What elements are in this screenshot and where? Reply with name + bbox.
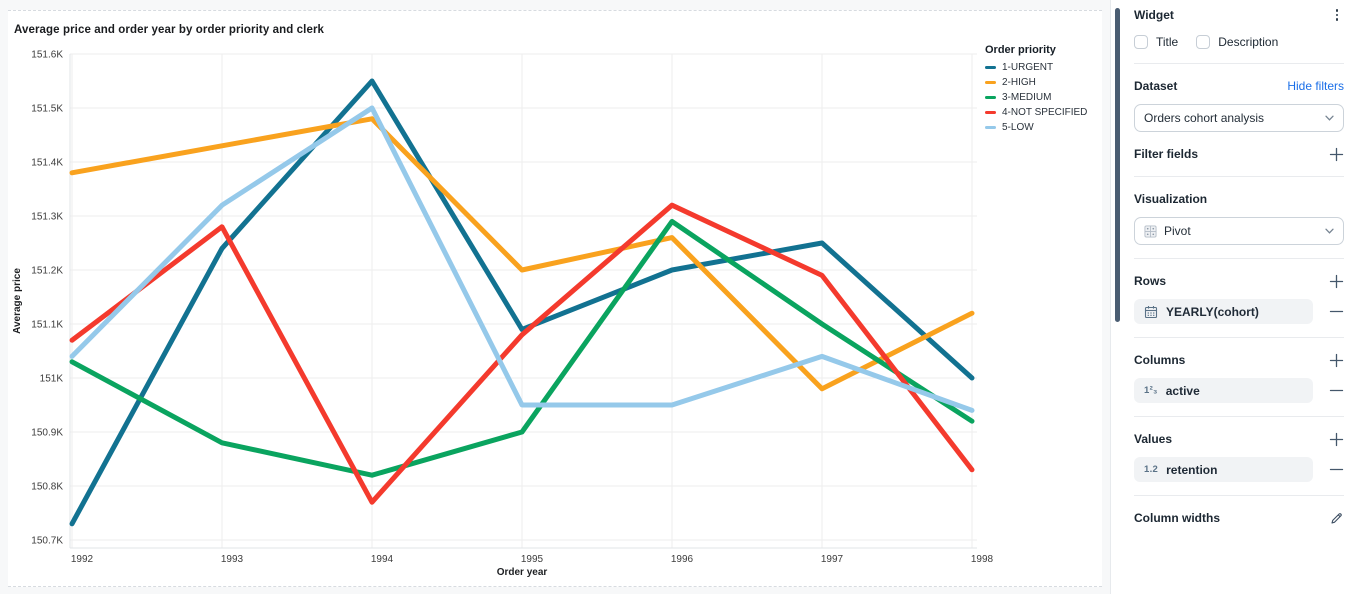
x-axis-label: Order year xyxy=(497,567,548,578)
y-tick-label: 150.9K xyxy=(31,428,63,439)
remove-value-button[interactable] xyxy=(1328,462,1344,478)
pivot-icon xyxy=(1144,224,1157,238)
series-line-5-low[interactable] xyxy=(69,105,975,413)
number-icon: 1²₃ xyxy=(1144,385,1158,396)
x-tick-label: 1997 xyxy=(821,554,844,565)
y-tick-label: 151.4K xyxy=(31,158,63,169)
divider xyxy=(1134,337,1344,338)
add-filter-field-button[interactable] xyxy=(1328,146,1344,162)
y-tick-label: 151.1K xyxy=(31,320,63,331)
widget-settings-sidebar: Widget Title Description Dataset Hide fi… xyxy=(1110,0,1358,594)
columns-field-label: active xyxy=(1165,383,1200,398)
legend-swatch-icon xyxy=(985,66,996,69)
legend-swatch-icon xyxy=(985,126,996,129)
visualization-select-value: Pivot xyxy=(1164,224,1191,238)
x-tick-label: 1993 xyxy=(221,554,244,565)
legend-item-label: 3-MEDIUM xyxy=(1002,92,1052,103)
legend-item-label: 1-URGENT xyxy=(1002,62,1054,73)
values-field-pill[interactable]: 1.2 retention xyxy=(1134,457,1313,482)
calendar-icon xyxy=(1144,305,1158,319)
y-tick-label: 151.6K xyxy=(31,50,63,61)
y-axis-label: Average price xyxy=(12,268,23,334)
chart-widget-card: Average price and order year by order pr… xyxy=(8,10,1102,587)
values-section-title: Values xyxy=(1134,432,1173,446)
pencil-icon[interactable] xyxy=(1328,510,1344,526)
title-checkbox[interactable]: Title xyxy=(1134,34,1179,49)
remove-column-button[interactable] xyxy=(1328,383,1344,399)
series-line-1-urgent[interactable] xyxy=(69,78,975,527)
sidebar-scrollbar[interactable] xyxy=(1115,8,1120,322)
y-tick-label: 151.5K xyxy=(31,104,63,115)
x-tick-label: 1992 xyxy=(71,554,94,565)
divider xyxy=(1134,63,1344,64)
y-tick-label: 150.7K xyxy=(31,536,63,547)
filter-fields-section-title: Filter fields xyxy=(1134,147,1199,161)
add-column-button[interactable] xyxy=(1328,352,1344,368)
dataset-select-value: Orders cohort analysis xyxy=(1144,111,1265,125)
legend-swatch-icon xyxy=(985,81,996,84)
visualization-section-title: Visualization xyxy=(1134,192,1208,206)
divider xyxy=(1134,176,1344,177)
line-chart: 150.7K 150.8K 150.9K 151K 151.1K 151.2K 151.3K… xyxy=(12,50,994,579)
add-value-button[interactable] xyxy=(1328,431,1344,447)
x-tick-label: 1998 xyxy=(971,554,994,565)
dataset-select[interactable]: Orders cohort analysis xyxy=(1134,104,1344,132)
checkbox-unchecked-icon[interactable] xyxy=(1196,34,1211,49)
legend-item[interactable]: 3-MEDIUM xyxy=(985,92,1101,103)
widget-section-title: Widget xyxy=(1134,8,1174,22)
dataset-section-title: Dataset xyxy=(1134,79,1178,93)
remove-row-button[interactable] xyxy=(1328,304,1344,320)
title-checkbox-label: Title xyxy=(1156,34,1179,49)
y-tick-label: 150.8K xyxy=(31,482,63,493)
series-line-4-not-specified[interactable] xyxy=(69,202,975,505)
rows-field-pill[interactable]: YEARLY(cohort) xyxy=(1134,299,1313,324)
rows-field-label: YEARLY(cohort) xyxy=(1166,304,1259,319)
columns-section-title: Columns xyxy=(1134,353,1186,367)
column-widths-section-title: Column widths xyxy=(1134,511,1220,525)
x-tick-label: 1996 xyxy=(671,554,694,565)
series-line-3-medium[interactable] xyxy=(69,218,975,478)
chevron-down-icon xyxy=(1325,228,1334,234)
visualization-select[interactable]: Pivot xyxy=(1134,217,1344,245)
divider xyxy=(1134,258,1344,259)
checkbox-unchecked-icon[interactable] xyxy=(1134,34,1148,49)
rows-section-title: Rows xyxy=(1134,274,1167,288)
legend-title: Order priority xyxy=(985,44,1056,56)
decimal-icon: 1.2 xyxy=(1144,464,1159,475)
y-tick-label: 151.2K xyxy=(31,266,63,277)
legend-item[interactable]: 2-HIGH xyxy=(985,77,1101,88)
chart-legend: Order priority 1-URGENT 2-HIGH 3-MEDIUM 4-N… xyxy=(985,44,1101,137)
legend-swatch-icon xyxy=(985,96,996,99)
add-row-button[interactable] xyxy=(1328,273,1344,289)
y-tick-label: 151K xyxy=(40,374,64,385)
y-tick-label: 151.3K xyxy=(31,212,63,223)
divider xyxy=(1134,416,1344,417)
legend-item-label: 2-HIGH xyxy=(1002,77,1036,88)
chart-title: Average price and order year by order pr… xyxy=(14,24,325,36)
legend-item[interactable]: 5-LOW xyxy=(985,122,1101,133)
legend-item[interactable]: 1-URGENT xyxy=(985,62,1101,73)
x-tick-label: 1994 xyxy=(371,554,394,565)
values-field-label: retention xyxy=(1166,462,1218,477)
legend-item[interactable]: 4-NOT SPECIFIED xyxy=(985,107,1101,118)
hide-filters-link[interactable]: Hide filters xyxy=(1287,79,1344,93)
description-checkbox[interactable]: Description xyxy=(1196,34,1279,49)
divider xyxy=(1134,495,1344,496)
kebab-menu-icon[interactable] xyxy=(1330,9,1344,21)
x-tick-label: 1995 xyxy=(521,554,544,565)
series-line-2-high[interactable] xyxy=(69,116,975,392)
legend-item-label: 5-LOW xyxy=(1002,122,1034,133)
columns-field-pill[interactable]: 1²₃ active xyxy=(1134,378,1313,403)
legend-item-label: 4-NOT SPECIFIED xyxy=(1002,107,1088,118)
chevron-down-icon xyxy=(1325,115,1334,121)
legend-swatch-icon xyxy=(985,111,996,114)
description-checkbox-label: Description xyxy=(1218,34,1279,49)
